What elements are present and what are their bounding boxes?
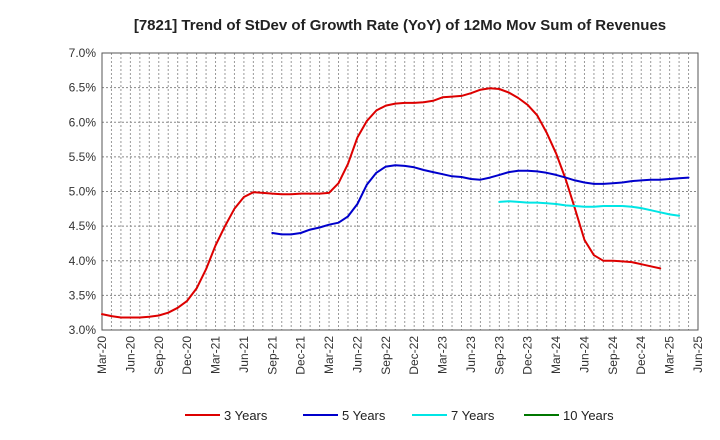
legend-label: 10 Years (563, 408, 614, 423)
series-lines (101, 87, 690, 319)
plot-frame (101, 52, 699, 331)
x-tick-label: Jun-21 (237, 336, 251, 373)
y-tick-label: 4.5% (69, 219, 97, 233)
series-line-7-years (498, 200, 681, 217)
grid (102, 53, 698, 330)
x-tick-label: Mar-21 (209, 336, 223, 374)
y-tick-label: 3.5% (69, 288, 97, 302)
x-tick-label: Dec-23 (521, 336, 535, 375)
y-tick-label: 3.0% (69, 323, 97, 337)
x-tick-label: Dec-20 (180, 336, 194, 375)
y-tick-label: 7.0% (69, 46, 97, 60)
chart-title: [7821] Trend of StDev of Growth Rate (Yo… (134, 17, 666, 34)
x-tick-label: Sep-24 (606, 336, 620, 375)
x-tick-label: Jun-24 (577, 336, 591, 373)
x-tick-label: Mar-25 (663, 336, 677, 374)
x-tick-label: Dec-21 (294, 336, 308, 375)
x-tick-label: Mar-24 (549, 336, 563, 374)
x-tick-label: Sep-23 (492, 336, 506, 375)
x-tick-label: Jun-23 (464, 336, 478, 373)
x-tick-label: Mar-20 (95, 336, 109, 374)
y-tick-label: 5.5% (69, 150, 97, 164)
x-tick-label: Dec-22 (407, 336, 421, 375)
axes: 3.0% 3.5% 4.0% 4.5% 5.0% 5.5% 6.0% 6.5% 7.0% Mar-… (69, 46, 705, 375)
y-tick-label: 6.5% (69, 81, 97, 95)
legend-label: 3 Years (224, 408, 268, 423)
y-tick-label: 5.0% (69, 185, 97, 199)
series-line-5-years (271, 164, 690, 236)
x-tick-label: Jun-20 (123, 336, 137, 373)
x-tick-label: Mar-22 (322, 336, 336, 374)
x-tick-label: Jun-25 (691, 336, 705, 373)
legend-label: 5 Years (342, 408, 386, 423)
x-tick-label: Sep-20 (152, 336, 166, 375)
y-tick-label: 4.0% (69, 254, 97, 268)
x-tick-label: Dec-24 (634, 336, 648, 375)
legend: 3 Years 5 Years 7 Years 10 Years (185, 408, 614, 423)
x-tick-label: Sep-21 (265, 336, 279, 375)
x-tick-label: Jun-22 (350, 336, 364, 373)
legend-label: 7 Years (451, 408, 495, 423)
series-line-3-years (101, 87, 662, 319)
x-tick-label: Sep-22 (379, 336, 393, 375)
x-tick-label: Mar-23 (436, 336, 450, 374)
y-tick-label: 6.0% (69, 115, 97, 129)
